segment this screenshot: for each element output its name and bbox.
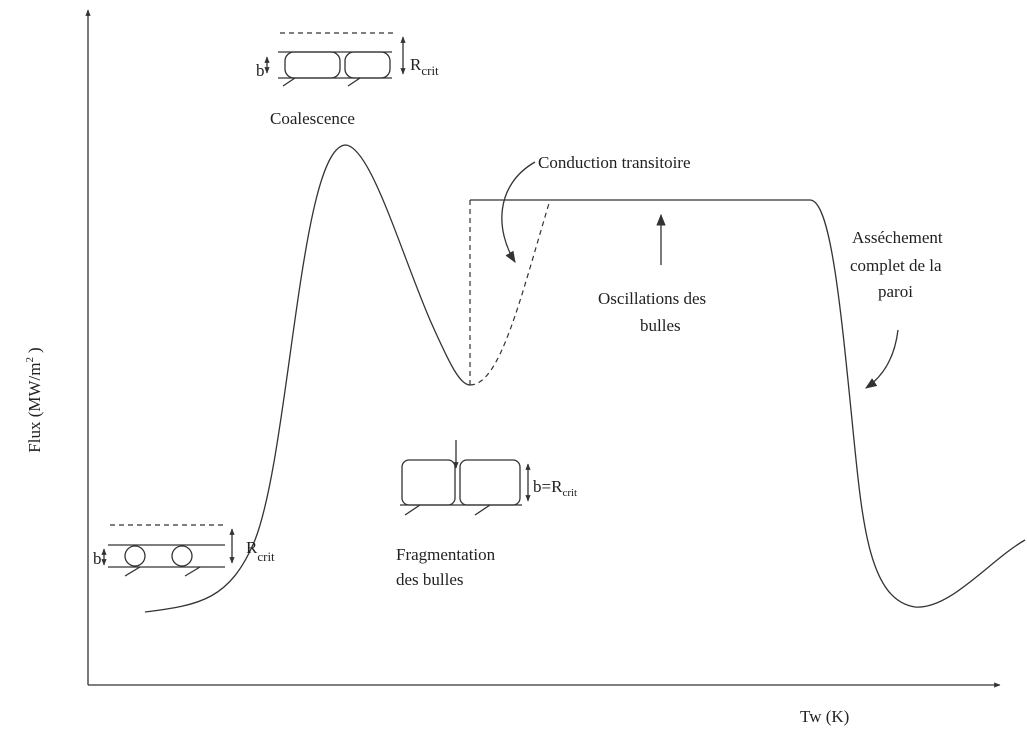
y-label-main: Flux (MW/m (25, 362, 44, 452)
r-sub: crit (421, 63, 439, 78)
transient-curve (469, 199, 551, 386)
r: R (410, 55, 422, 74)
fragmentation-label: Fragmentation (396, 545, 496, 564)
r: R (246, 538, 258, 557)
x-axis-label: Tw (K) (800, 707, 849, 726)
boiling-curve (144, 144, 471, 613)
r-sub: crit (562, 487, 577, 499)
b-eq-r: b=R (533, 477, 563, 496)
inset-b: b (93, 549, 102, 568)
r-sub: crit (257, 549, 275, 564)
y-axis-label: Flux (MW/m2) (24, 347, 44, 452)
inset-r: Rcrit (246, 538, 275, 564)
y-label-sup: 2 (24, 357, 36, 363)
inset-b-eq-r: b=Rcrit (533, 477, 577, 499)
coalescence-label: Coalescence (270, 109, 355, 128)
oscillations-label: Oscillations des (598, 289, 706, 308)
conduction-arrow (501, 161, 536, 263)
complet-label: complet de la (850, 256, 942, 275)
oscillations-label: bulles (640, 316, 681, 335)
y-label-close: ) (25, 347, 44, 353)
assechement-label: Asséchement (852, 228, 943, 247)
inset-fragmentation: b=Rcrit (400, 440, 577, 516)
assechement-arrow (865, 329, 899, 389)
conduction-label: Conduction transitoire (538, 153, 691, 172)
inset-b: b (256, 61, 265, 80)
complet-label: paroi (878, 282, 913, 301)
inset-nucleation: b Rcrit (93, 524, 275, 577)
inset-coalescence: b Rcrit (256, 32, 439, 87)
inset-r: Rcrit (410, 55, 439, 78)
plateau-curve (470, 199, 1026, 608)
fragmentation-label: des bulles (396, 570, 464, 589)
